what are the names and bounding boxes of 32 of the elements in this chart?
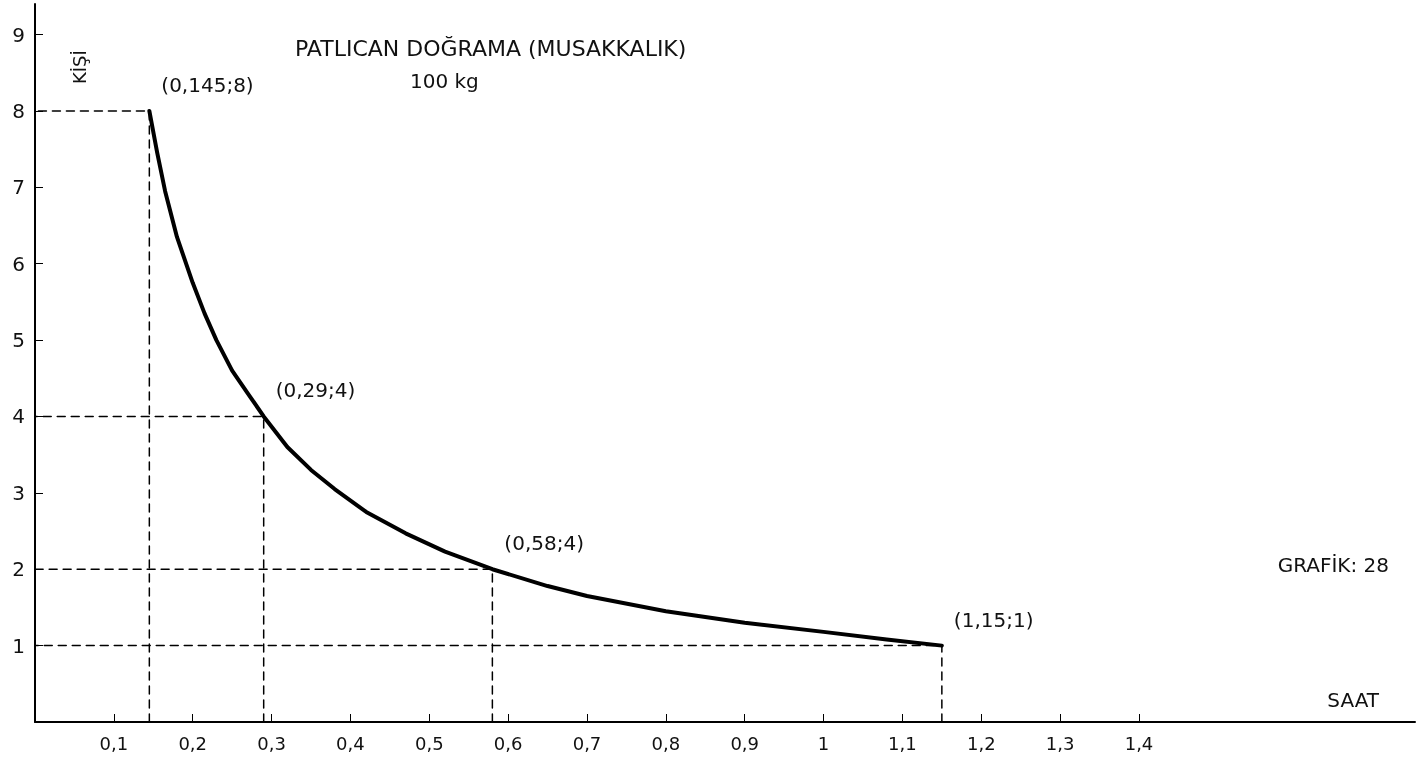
x-tick-label: 0,6 [493, 732, 523, 754]
x-tick-label: 0,2 [178, 732, 208, 754]
x-tick-label: 0,7 [572, 732, 602, 754]
annotation: (0,58;4) [504, 531, 584, 556]
x-tick-label: 0,3 [257, 732, 286, 754]
x-tick-label: 1,1 [888, 732, 917, 754]
y-tick-label: 2 [12, 557, 25, 582]
x-tick-label: 0,5 [414, 732, 444, 754]
x-tick-label: 1,4 [1124, 732, 1154, 754]
x-tick-label: 1 [817, 732, 830, 754]
x-tick-label: 1,2 [966, 732, 996, 754]
annotation: (0,145;8) [161, 72, 254, 97]
y-tick-label: 5 [12, 328, 25, 353]
x-axis-title: SAAT [1327, 688, 1380, 712]
x-tick-label: 1,3 [1045, 732, 1075, 754]
annotation: GRAFİK: 28 [1277, 553, 1389, 577]
annotation: (1,15;1) [953, 607, 1034, 632]
y-tick-label: 4 [12, 404, 25, 429]
x-tick-label: 0,4 [336, 732, 365, 754]
y-tick-label: 3 [12, 480, 25, 505]
y-tick-label: 6 [12, 251, 25, 276]
y-tick-label: 9 [12, 22, 25, 47]
text: PATLICAN DOĞRAMA (MUSAKKALIK) [295, 35, 687, 61]
y-tick-label: 1 [12, 633, 25, 658]
y-axis-title: KİŞİ [68, 50, 90, 84]
text: 100 kg [410, 69, 479, 93]
annotation: (0,29;4) [275, 378, 356, 403]
x-tick-label: 0,1 [99, 732, 129, 754]
y-tick-label: 7 [12, 175, 25, 200]
x-tick-label: 0,8 [651, 732, 681, 754]
x-tick-label: 0,9 [730, 732, 760, 754]
y-tick-label: 8 [12, 98, 25, 123]
